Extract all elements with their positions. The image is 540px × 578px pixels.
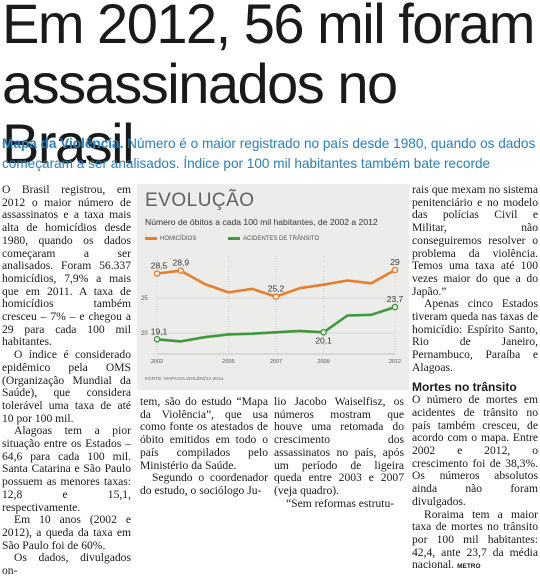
- x-tick-label: 2009: [317, 359, 329, 365]
- data-label: 23,7: [387, 294, 404, 304]
- data-point: [177, 267, 185, 275]
- paragraph: O índice é considerado epidêmico pela OM…: [2, 348, 131, 425]
- article-column-4: rais que mexam no sistema penitenciário …: [412, 183, 538, 575]
- y-tick-label: 20: [141, 331, 148, 337]
- paragraph: O Brasil registrou, em 2012 o maior núme…: [2, 183, 131, 349]
- article-column-1: O Brasil registrou, em 2012 o maior núme…: [2, 183, 131, 578]
- article-column-3: lio Jacobo Waiselfisz, os números mostra…: [274, 395, 404, 510]
- series-line-1: [156, 305, 396, 343]
- data-label: 25,2: [268, 284, 285, 294]
- paragraph: rais que mexam no sistema penitenciário …: [412, 183, 538, 298]
- subhead-transito: Mortes no trânsito: [412, 379, 517, 394]
- paragraph: “Sem reformas estrutu-: [286, 496, 395, 510]
- line-chart: 25 20 2002 2005 2007 2009 2012 28,5 28,9 25,2 29 19…: [141, 256, 404, 365]
- data-label: 29: [390, 257, 400, 267]
- chart-title: EVOLUÇÃO: [145, 190, 255, 211]
- legend-label: HOMICÍDIOS: [160, 236, 197, 242]
- paragraph-text: Roraima tem a maior taxa de mortes no tr…: [412, 507, 538, 572]
- legend-label: ACIDENTES DE TRÂNSITO: [243, 236, 320, 242]
- headline: Em 2012, 56 mil foram assassinados no Br…: [2, 0, 535, 175]
- chart-legend: HOMICÍDIOS ACIDENTES DE TRÂNSITO: [145, 236, 407, 248]
- legend-swatch: [228, 236, 241, 240]
- data-point: [272, 293, 280, 300]
- data-point: [391, 303, 399, 311]
- chart-source: FONTE: MAPA DA VIOLÊNCIA 2014: [145, 377, 224, 382]
- data-point: [391, 266, 399, 274]
- paragraph: tem, são do estudo “Mapa da Violência”, …: [140, 395, 268, 472]
- legend-item-transito: ACIDENTES DE TRÂNSITO: [228, 236, 319, 242]
- data-point: [153, 336, 161, 343]
- data-label: 19,1: [151, 326, 168, 336]
- x-tick-label: 2005: [222, 359, 234, 365]
- paragraph: O número de mortes em acidentes de trâns…: [412, 393, 538, 508]
- paragraph: Segundo o coordenador do estudo, o soció…: [140, 471, 268, 497]
- data-point: [320, 329, 327, 336]
- x-tick-label: 2002: [151, 359, 163, 365]
- paragraph: Os dados, divulgados on-: [2, 551, 131, 578]
- metro-signature: METRO: [457, 563, 481, 571]
- paragraph: Alagoas tem a pior situação entre os Est…: [2, 424, 131, 514]
- article-column-2: tem, são do estudo “Mapa da Violência”, …: [140, 395, 268, 498]
- x-tick-label: 2007: [270, 359, 282, 365]
- standfirst: Mapa da Violência. Número é o maior regi…: [2, 134, 538, 174]
- paragraph: Apenas cinco Estados tiveram queda nas t…: [412, 297, 538, 374]
- data-label: 20,1: [315, 335, 332, 345]
- standfirst-text: Número é o maior registrado no país desd…: [2, 136, 536, 171]
- chart-box: EVOLUÇÃO Número de óbitos a cada 100 mil…: [137, 184, 409, 390]
- legend-item-homicidios: HOMICÍDIOS: [145, 236, 196, 242]
- data-label: 28,5: [151, 261, 168, 271]
- chart-subtitle: Número de óbitos a cada 100 mil habitant…: [145, 217, 378, 227]
- x-tick-label: 2012: [389, 359, 401, 365]
- paragraph: Roraima tem a maior taxa de mortes no tr…: [412, 507, 538, 575]
- y-tick-label: 25: [141, 296, 148, 302]
- paragraph: Em 10 anos (2002 e 2012), a queda da tax…: [2, 513, 131, 552]
- paragraph: lio Jacobo Waiselfisz, os números mostra…: [274, 395, 404, 497]
- standfirst-kicker: Mapa da Violência.: [2, 136, 124, 151]
- legend-swatch: [145, 236, 157, 240]
- data-point: [153, 270, 161, 277]
- data-label: 28,9: [173, 258, 190, 268]
